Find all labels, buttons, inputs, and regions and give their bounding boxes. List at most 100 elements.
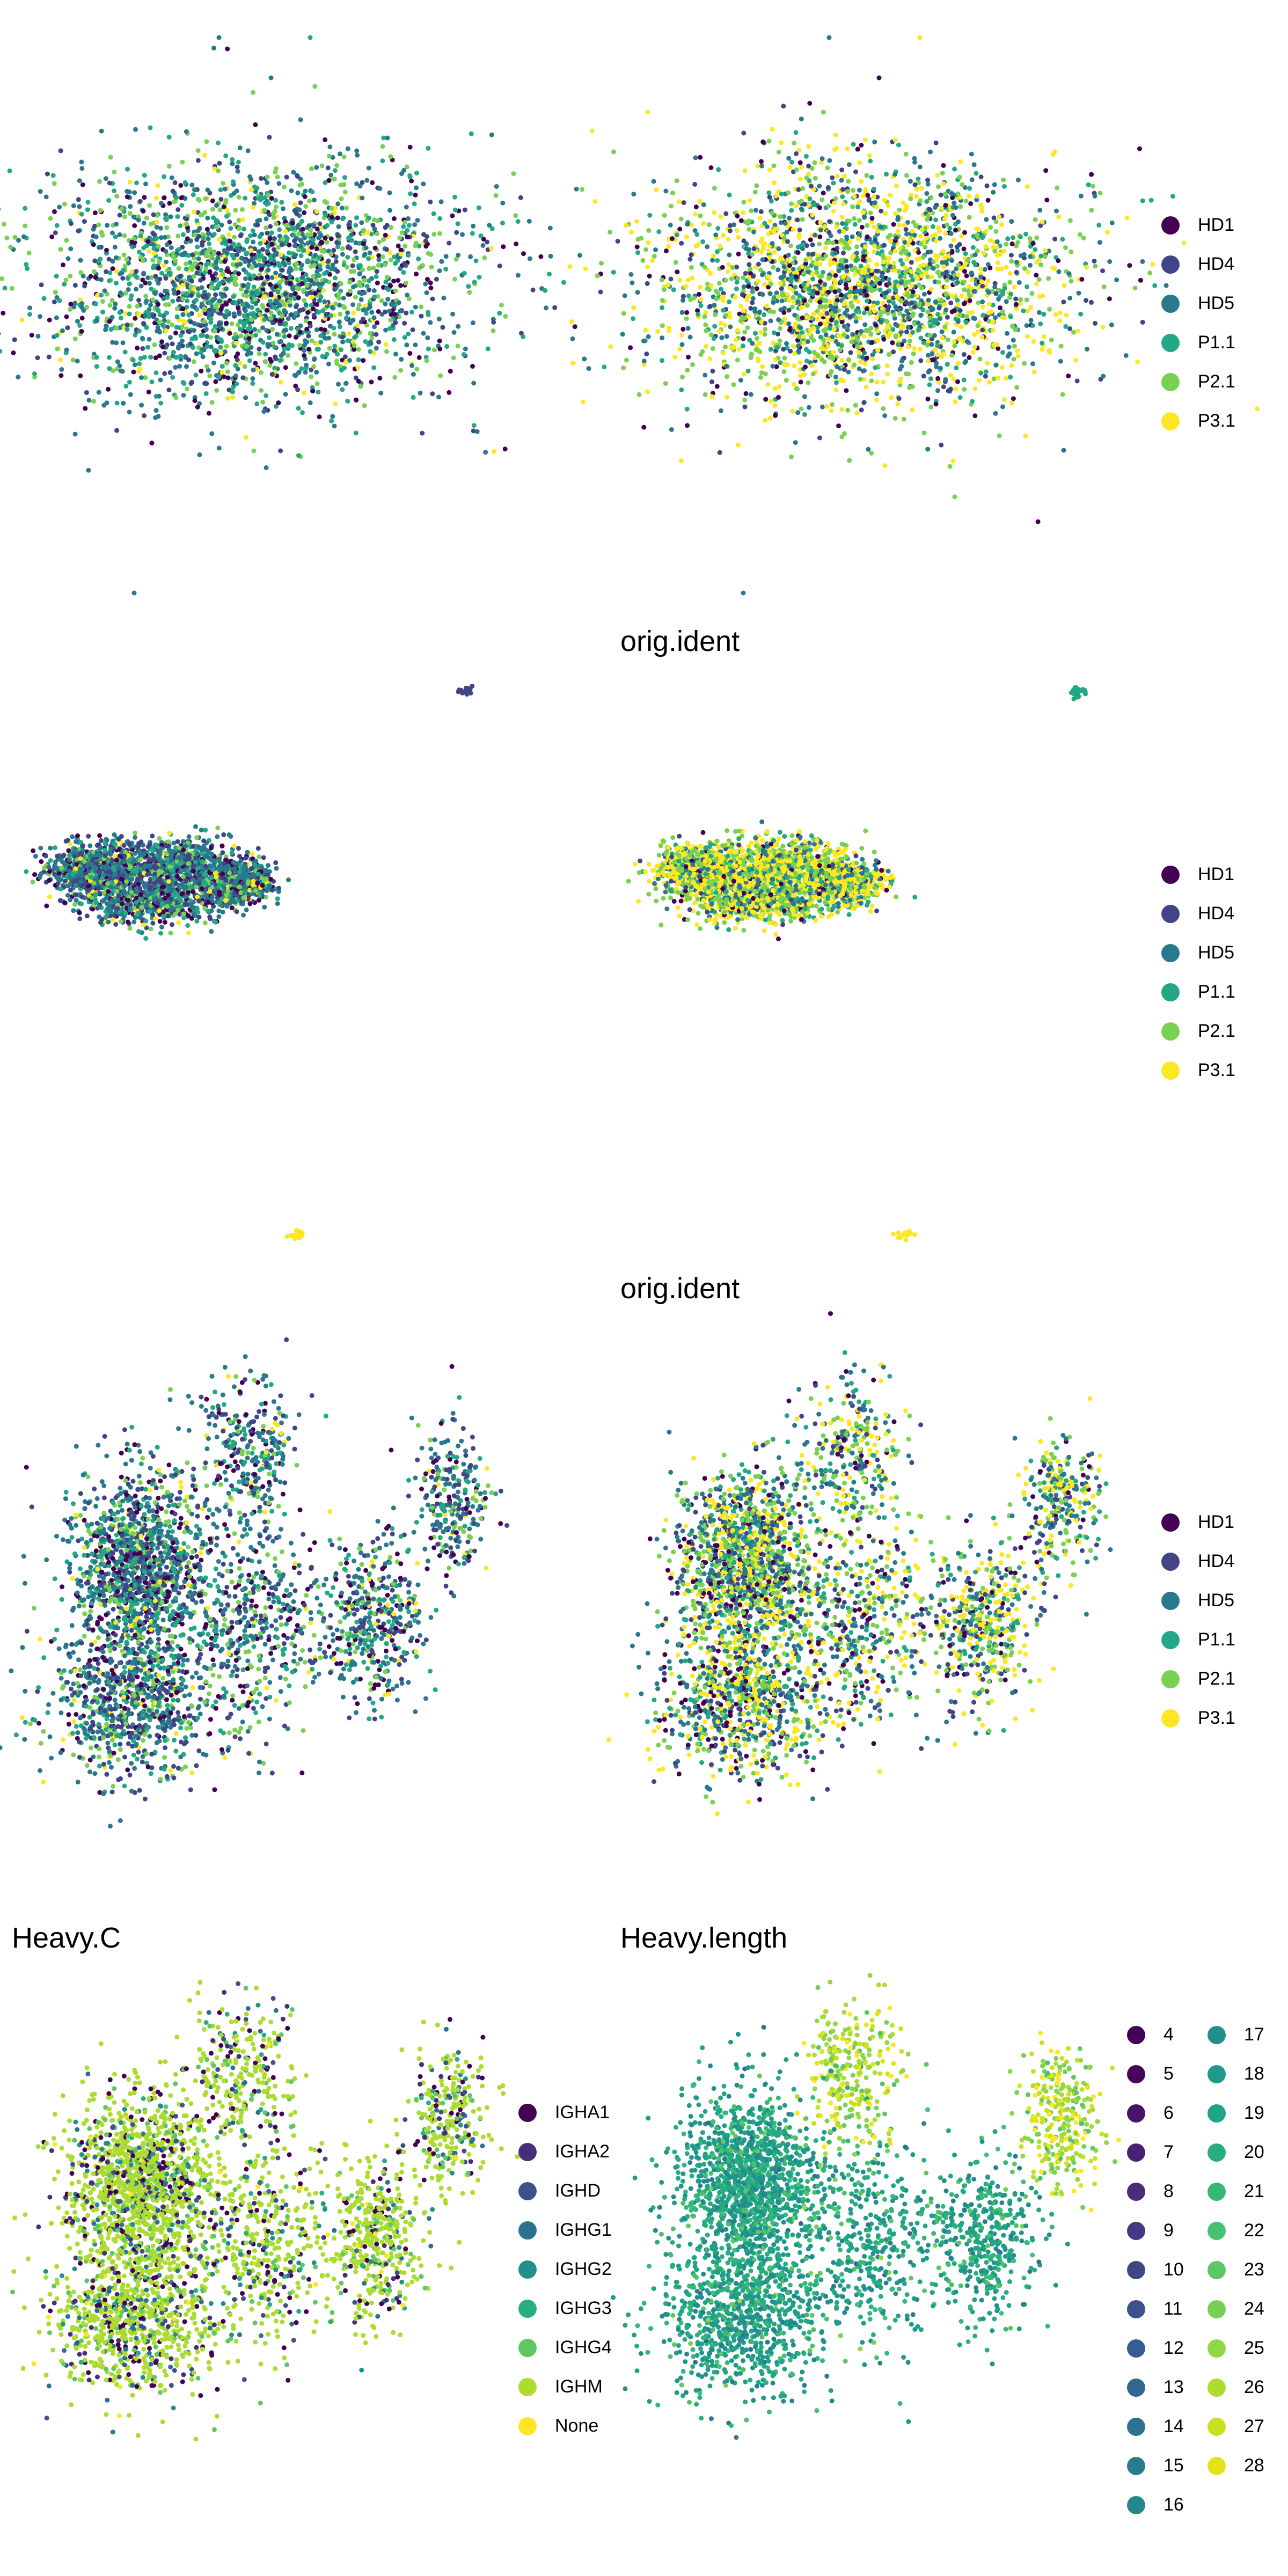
data-point — [759, 370, 764, 375]
data-point — [420, 430, 425, 436]
data-point — [701, 221, 706, 226]
data-point — [110, 230, 115, 236]
data-point — [302, 298, 307, 303]
data-point — [936, 184, 941, 189]
data-point — [430, 391, 435, 397]
data-point — [85, 207, 90, 213]
data-point — [908, 179, 913, 184]
data-point — [755, 163, 760, 169]
data-point — [174, 314, 180, 320]
data-point — [942, 192, 948, 197]
data-point — [949, 353, 955, 358]
data-point — [1043, 248, 1048, 253]
data-point — [383, 225, 388, 230]
data-point — [257, 328, 262, 334]
data-point — [788, 276, 793, 282]
data-point — [127, 179, 133, 185]
data-point — [150, 297, 156, 303]
data-point — [834, 224, 839, 230]
data-point — [709, 394, 715, 399]
data-point — [353, 375, 358, 380]
data-point — [693, 211, 698, 217]
data-point — [847, 314, 853, 320]
data-point — [962, 279, 967, 284]
data-point — [143, 181, 148, 187]
data-point — [921, 340, 926, 346]
data-point — [94, 364, 99, 369]
data-point — [361, 228, 367, 233]
data-point — [976, 300, 981, 305]
data-point — [100, 299, 105, 304]
data-point — [787, 165, 793, 170]
data-point — [898, 376, 903, 382]
data-point — [257, 234, 262, 239]
data-point — [802, 202, 807, 207]
data-point — [406, 331, 411, 336]
data-point — [374, 269, 379, 274]
data-point — [134, 287, 138, 292]
data-point — [803, 153, 809, 159]
data-point — [258, 176, 264, 181]
data-point — [135, 346, 140, 350]
data-point — [387, 190, 392, 195]
data-point — [708, 271, 713, 276]
data-point — [833, 280, 838, 286]
data-point — [307, 199, 312, 203]
data-point — [204, 364, 210, 369]
data-point — [943, 307, 949, 312]
data-point — [208, 335, 214, 340]
data-point — [416, 243, 422, 248]
data-point — [57, 298, 62, 303]
data-point — [99, 230, 104, 235]
data-point — [178, 333, 184, 338]
data-point — [654, 187, 659, 192]
data-point — [337, 324, 342, 330]
data-point — [939, 442, 944, 448]
data-point — [814, 261, 819, 266]
data-point — [821, 109, 826, 115]
data-point — [940, 248, 946, 254]
data-point — [1018, 297, 1023, 302]
data-point — [240, 217, 245, 223]
data-point — [298, 200, 303, 206]
data-point — [296, 295, 301, 300]
data-point — [450, 311, 456, 317]
data-point — [268, 310, 274, 316]
data-point — [341, 182, 347, 187]
data-point — [211, 251, 217, 256]
data-point — [170, 341, 175, 347]
data-point — [692, 228, 698, 233]
data-point — [460, 232, 465, 237]
data-point — [810, 272, 815, 277]
data-point — [872, 309, 877, 314]
data-point — [268, 292, 274, 298]
data-point — [381, 237, 386, 242]
data-point — [1061, 448, 1066, 453]
data-point — [920, 307, 926, 312]
data-point — [167, 335, 173, 340]
data-point — [148, 302, 153, 308]
data-point — [340, 246, 345, 251]
data-point — [137, 250, 142, 255]
data-point — [104, 400, 109, 406]
data-point — [865, 234, 870, 239]
data-point — [144, 215, 149, 221]
data-point — [84, 390, 89, 395]
data-point — [380, 144, 385, 149]
data-point — [152, 342, 157, 347]
data-point — [104, 324, 109, 329]
data-point — [192, 398, 197, 404]
data-point — [933, 299, 938, 305]
data-point — [771, 230, 777, 235]
data-point — [882, 413, 888, 419]
data-point — [1024, 284, 1029, 289]
data-point — [1114, 277, 1119, 282]
data-point — [345, 254, 350, 260]
data-point — [861, 248, 867, 254]
data-point — [107, 303, 113, 308]
data-point — [840, 201, 846, 207]
data-point — [147, 281, 152, 286]
data-point — [690, 362, 695, 367]
data-point — [401, 167, 407, 173]
data-point — [141, 208, 146, 214]
